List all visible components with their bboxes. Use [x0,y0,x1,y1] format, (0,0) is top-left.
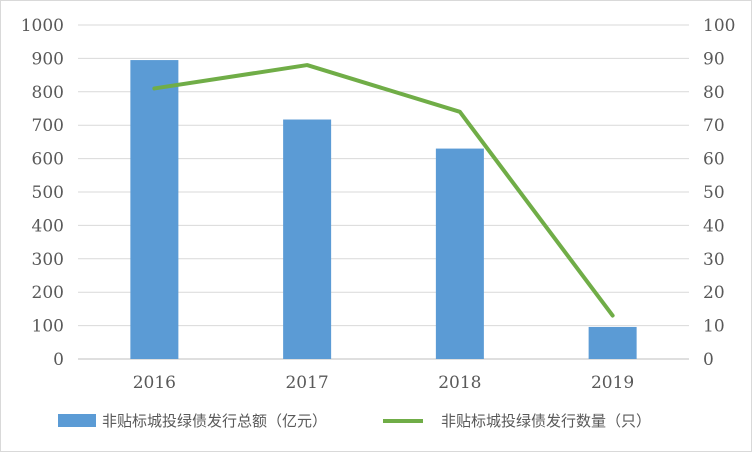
gridlines [78,24,689,360]
x-tick-label: 2016 [133,373,176,393]
left-tick-label: 800 [32,83,64,103]
x-tick-label: 2017 [285,373,328,393]
legend: 非贴标城投绿债发行总额（亿元） 非贴标城投绿债发行数量（只） [58,412,651,430]
right-tick-label: 0 [703,350,714,370]
bar [588,326,637,359]
right-tick-label: 20 [703,283,725,303]
left-tick-label: 200 [32,283,64,303]
legend-swatch-bar [58,414,96,427]
right-tick-label: 30 [703,250,725,270]
right-tick-label: 90 [703,49,725,69]
legend-label-line: 非贴标城投绿债发行数量（只） [441,412,651,430]
bar [435,148,484,359]
line-series [152,63,615,318]
left-tick-label: 300 [32,250,64,270]
bar [130,60,179,359]
legend-label-bar: 非贴标城投绿债发行总额（亿元） [102,412,327,430]
right-tick-label: 100 [703,16,735,36]
right-axis-ticks: 0 10 20 30 40 50 60 70 80 90 100 [703,16,735,370]
right-tick-label: 40 [703,216,725,236]
x-axis-ticks: 2016 2017 2018 2019 [133,373,635,393]
left-tick-label: 400 [32,216,64,236]
left-tick-label: 600 [32,150,64,170]
x-tick-label: 2019 [591,373,634,393]
right-tick-label: 80 [703,83,725,103]
left-tick-label: 700 [32,116,64,136]
left-tick-label: 900 [32,49,64,69]
x-tick-label: 2018 [438,373,481,393]
left-tick-label: 100 [32,317,64,337]
right-tick-label: 70 [703,116,725,136]
right-tick-label: 60 [703,150,725,170]
left-tick-label: 500 [32,183,64,203]
left-tick-label: 0 [53,350,64,370]
series-line [152,63,615,318]
left-axis-ticks: 0 100 200 300 400 500 600 700 800 900 1000 [21,16,64,370]
bar-series [130,60,637,359]
left-tick-label: 1000 [21,16,64,36]
right-tick-label: 10 [703,317,725,337]
right-tick-label: 50 [703,183,725,203]
bar [283,119,332,359]
